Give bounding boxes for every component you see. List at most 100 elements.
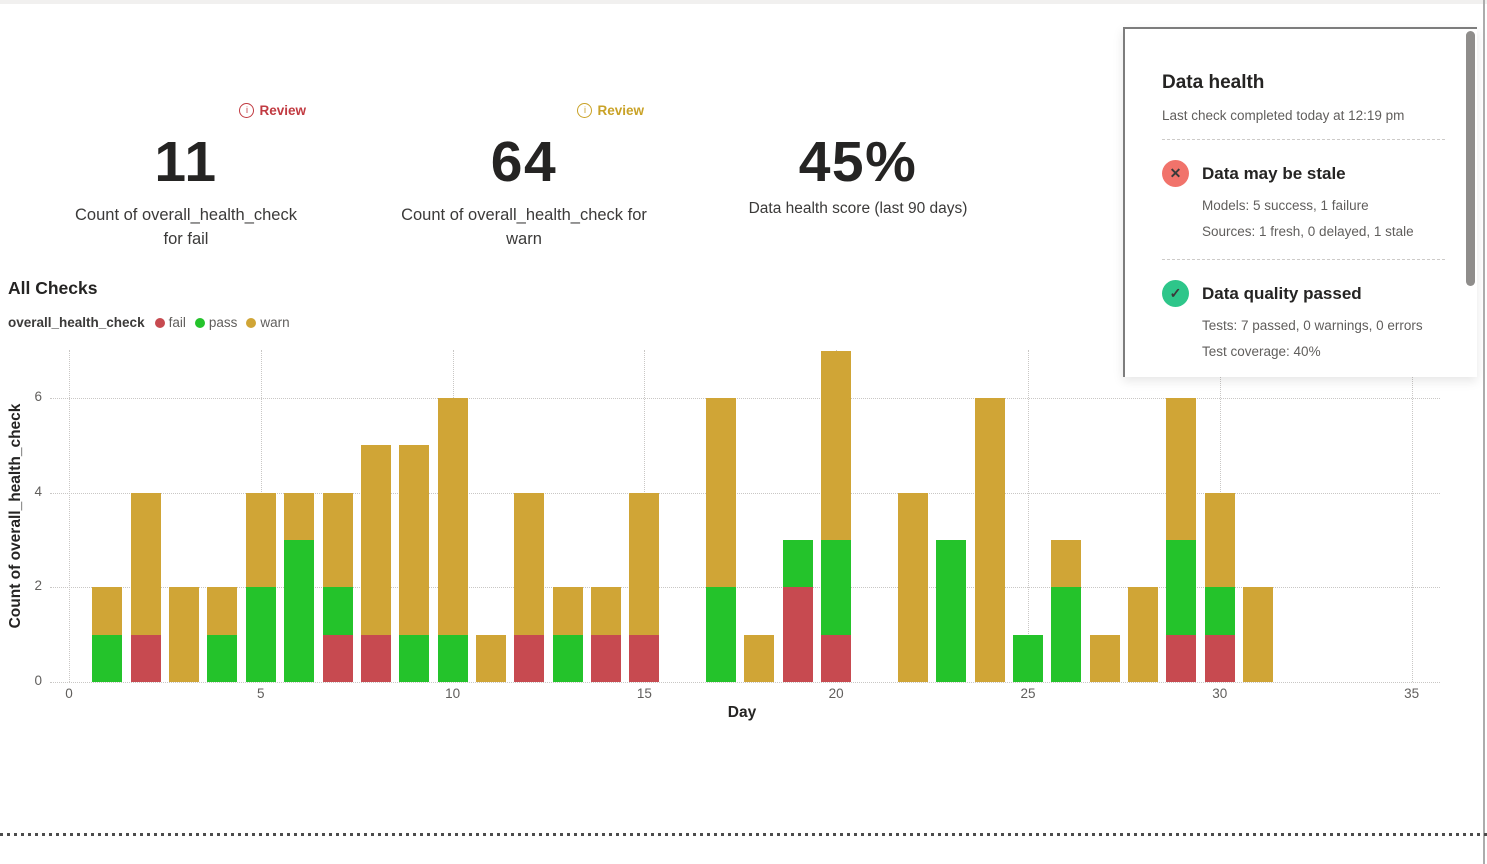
- bar-segment-warn[interactable]: [1243, 587, 1274, 682]
- kpi-card-warn[interactable]: i Review 64 Count of overall_health_chec…: [374, 96, 674, 251]
- bar-segment-fail[interactable]: [591, 634, 622, 682]
- x-tick-label: 25: [1020, 686, 1036, 701]
- review-badge-label: Review: [259, 103, 306, 118]
- bar-segment-warn[interactable]: [706, 398, 737, 588]
- window-edge-line: [1483, 0, 1485, 864]
- bar-segment-pass[interactable]: [1166, 540, 1197, 635]
- y-gridline: [50, 492, 1440, 494]
- bar-segment-warn[interactable]: [207, 587, 238, 635]
- bar-segment-warn[interactable]: [1089, 634, 1120, 682]
- kpi-value-fail: 11: [154, 130, 218, 194]
- bar-segment-warn[interactable]: [169, 587, 200, 682]
- bar-segment-pass[interactable]: [245, 587, 276, 682]
- bar-segment-pass[interactable]: [1204, 587, 1235, 635]
- bar-segment-warn[interactable]: [399, 445, 430, 635]
- legend-title: overall_health_check: [8, 315, 145, 330]
- bar-segment-warn[interactable]: [1128, 587, 1159, 682]
- bar-segment-fail[interactable]: [782, 587, 813, 682]
- bar-segment-warn[interactable]: [360, 445, 391, 635]
- bar-segment-pass[interactable]: [207, 634, 238, 682]
- bar-segment-pass[interactable]: [706, 587, 737, 682]
- panel-scrollbar-thumb[interactable]: [1466, 31, 1475, 286]
- bar-segment-pass[interactable]: [1013, 634, 1043, 682]
- bar-segment-warn[interactable]: [897, 492, 928, 682]
- legend-items: fail pass warn: [154, 315, 299, 330]
- bar-segment-warn[interactable]: [552, 587, 583, 635]
- x-tick-label: 20: [828, 686, 844, 701]
- x-axis-title: Day: [727, 704, 757, 721]
- bar-segment-fail[interactable]: [1204, 634, 1235, 682]
- x-tick-label: 0: [65, 686, 73, 701]
- info-icon: i: [239, 103, 255, 118]
- bar-segment-pass[interactable]: [92, 634, 123, 682]
- bar-segment-warn[interactable]: [475, 634, 506, 682]
- bar-segment-warn[interactable]: [1051, 540, 1082, 588]
- bar-segment-pass[interactable]: [821, 540, 852, 635]
- bar-segment-warn[interactable]: [322, 492, 353, 588]
- x-tick-label: 30: [1212, 686, 1228, 701]
- bar-segment-fail[interactable]: [360, 634, 391, 682]
- page-boundary-dashed-line: [0, 833, 1487, 836]
- status-section-quality: ✓ Data quality passed Tests: 7 passed, 0…: [1162, 280, 1445, 359]
- bar-segment-warn[interactable]: [629, 492, 660, 635]
- bar-segment-warn[interactable]: [284, 492, 315, 540]
- legend-dot: [154, 317, 165, 328]
- y-tick-label: 2: [34, 578, 42, 594]
- kpi-card-score[interactable]: 45% Data health score (last 90 days): [708, 96, 1008, 221]
- bar-segment-pass[interactable]: [437, 634, 468, 682]
- bar-segment-pass[interactable]: [936, 540, 967, 682]
- kpi-card-fail[interactable]: i Review 11 Count of overall_health_chec…: [36, 96, 336, 251]
- divider: [1162, 259, 1445, 260]
- status-detail: Test coverage: 40%: [1202, 344, 1321, 359]
- status-detail: Sources: 1 fresh, 0 delayed, 1 stale: [1202, 224, 1414, 239]
- chart-title: All Checks: [8, 278, 98, 298]
- bar-segment-pass[interactable]: [322, 587, 353, 635]
- bar-segment-warn[interactable]: [821, 350, 852, 540]
- bar-segment-pass[interactable]: [782, 540, 813, 588]
- bar-segment-pass[interactable]: [399, 634, 430, 682]
- bar-segment-fail[interactable]: [130, 634, 161, 682]
- legend-item-fail[interactable]: fail: [154, 315, 186, 330]
- bar-segment-warn[interactable]: [974, 398, 1005, 682]
- status-section-stale: ✕ Data may be stale Models: 5 success, 1…: [1162, 160, 1445, 239]
- bar-segment-warn[interactable]: [591, 587, 622, 635]
- bar-segment-warn[interactable]: [1166, 398, 1197, 540]
- x-tick-label: 10: [445, 686, 461, 701]
- bar-segment-warn[interactable]: [437, 398, 468, 635]
- legend-label: pass: [208, 315, 238, 330]
- legend-item-pass[interactable]: pass: [194, 315, 238, 330]
- bar-segment-pass[interactable]: [552, 634, 583, 682]
- kpi-label-warn: Count of overall_health_check for warn: [401, 206, 647, 248]
- bar-segment-warn[interactable]: [92, 587, 123, 635]
- bar-segment-warn[interactable]: [245, 492, 276, 588]
- bar-segment-warn[interactable]: [514, 492, 545, 635]
- bar-segment-pass[interactable]: [284, 540, 315, 682]
- legend-item-warn[interactable]: warn: [246, 315, 290, 330]
- review-badge-warn[interactable]: i Review: [577, 103, 644, 118]
- panel-title: Data health: [1162, 72, 1265, 93]
- bar-segment-warn[interactable]: [130, 492, 161, 635]
- y-axis-title: Count of overall_health_check: [7, 403, 24, 629]
- status-detail: Models: 5 success, 1 failure: [1202, 198, 1369, 213]
- y-gridline: [50, 587, 1440, 589]
- bar-segment-fail[interactable]: [514, 634, 545, 682]
- bar-segment-fail[interactable]: [1166, 634, 1197, 682]
- bar-segment-fail[interactable]: [821, 634, 852, 682]
- check-circle-icon: ✓: [1162, 280, 1189, 307]
- legend-dot: [246, 317, 257, 328]
- y-gridline: [50, 682, 1440, 683]
- bar-segment-warn[interactable]: [744, 634, 775, 682]
- bar-segment-pass[interactable]: [1051, 587, 1082, 682]
- y-gridline: [50, 398, 1440, 400]
- review-badge-fail[interactable]: i Review: [239, 103, 306, 118]
- top-edge-strip: [0, 0, 1487, 4]
- kpi-label-fail: Count of overall_health_check for fail: [75, 206, 297, 248]
- bar-segment-warn[interactable]: [1204, 492, 1235, 588]
- panel-subtitle: Last check completed today at 12:19 pm: [1162, 108, 1405, 123]
- y-tick-label: 6: [34, 389, 42, 405]
- x-tick-label: 35: [1404, 686, 1420, 701]
- legend-label: warn: [260, 315, 290, 330]
- bar-segment-fail[interactable]: [322, 634, 353, 682]
- bar-segment-fail[interactable]: [629, 634, 660, 682]
